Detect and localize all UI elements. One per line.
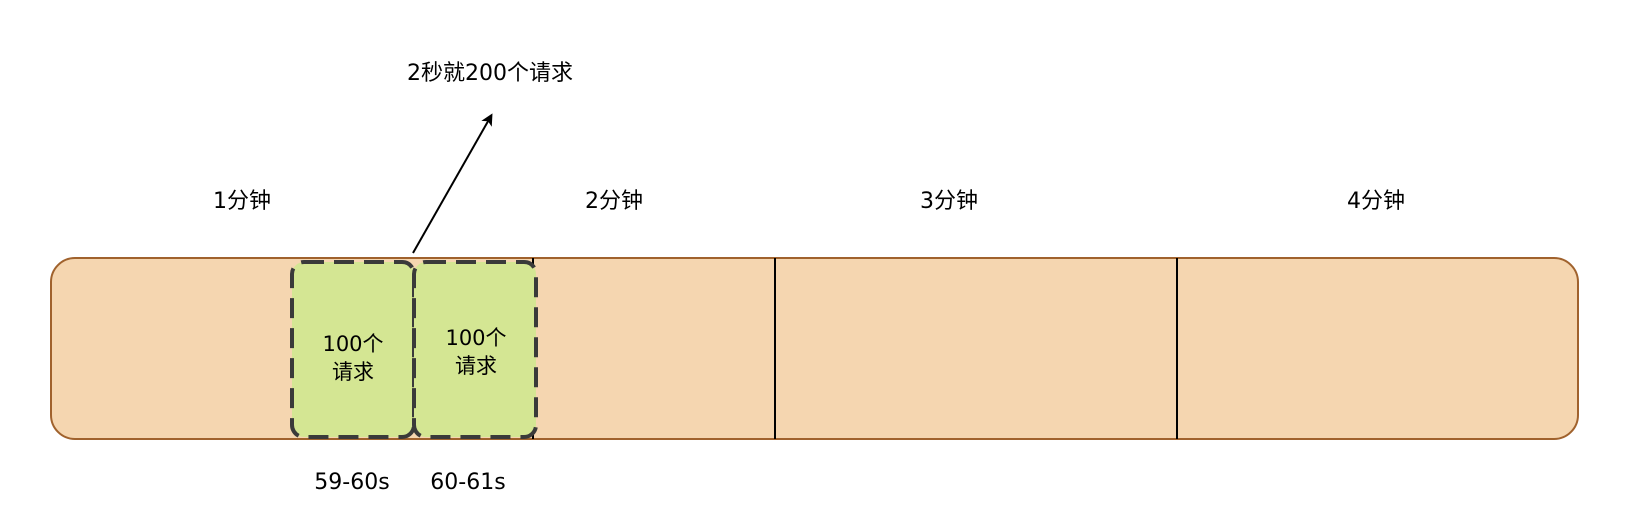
timeline-bar [50, 257, 1579, 440]
window-text-line1: 100个 [445, 326, 507, 350]
window-text-59-60: 100个 请求 [298, 330, 408, 386]
minute-label-2: 2分钟 [585, 189, 643, 214]
time-label-60-61: 60-61s [430, 470, 506, 495]
minute-label-1: 1分钟 [213, 189, 271, 214]
time-label-59-60: 59-60s [314, 470, 390, 495]
window-text-60-61: 100个 请求 [421, 324, 531, 380]
window-text-line2: 请求 [455, 354, 497, 378]
window-text-line2: 请求 [332, 360, 374, 384]
minute-label-3: 3分钟 [920, 189, 978, 214]
window-block-60-61 [412, 260, 538, 439]
minute-label-4: 4分钟 [1347, 189, 1405, 214]
annotation-arrow [412, 113, 493, 254]
window-text-line1: 100个 [322, 332, 384, 356]
annotation-text: 2秒就200个请求 [407, 61, 573, 86]
